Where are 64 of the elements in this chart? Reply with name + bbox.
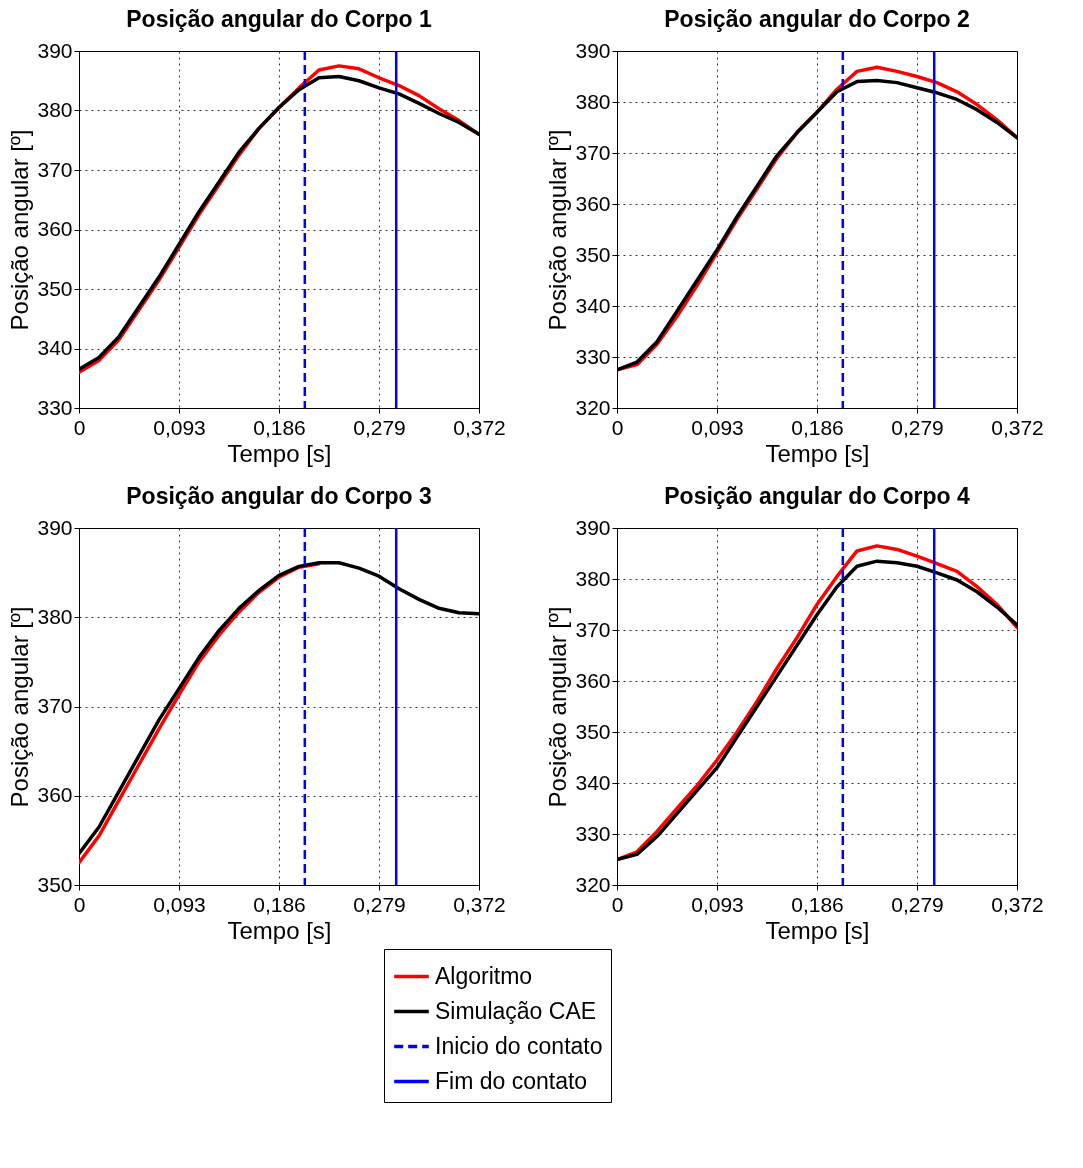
y-tick-label: 340 (575, 293, 611, 317)
y-tick-label: 380 (37, 98, 73, 121)
y-tick-label: 390 (575, 515, 611, 539)
x-tick-label: 0 (73, 415, 86, 439)
y-tick-label: 360 (37, 217, 73, 240)
legend-label: Inicio do contato (435, 1032, 603, 1059)
x-tick-label: 0,186 (253, 415, 306, 439)
y-tick-label: 330 (37, 395, 73, 419)
x-axis-title: Tempo [s] (765, 439, 870, 467)
chart-title: Posição angular do Corpo 3 (126, 483, 432, 509)
y-tick-label: 370 (37, 694, 73, 717)
y-tick-label: 390 (575, 38, 611, 62)
x-axis-title: Tempo [s] (227, 916, 332, 944)
x-tick-label: 0,372 (991, 415, 1044, 439)
y-tick-label: 330 (575, 344, 611, 368)
y-tick-label: 330 (575, 821, 611, 845)
x-tick-label: 0 (611, 415, 624, 439)
x-tick-label: 0 (73, 892, 86, 916)
x-axis-title: Tempo [s] (227, 439, 332, 467)
x-tick-label: 0,093 (153, 892, 206, 916)
y-tick-label: 350 (575, 242, 611, 266)
y-tick-label: 320 (575, 395, 611, 419)
legend-label: Algoritmo (435, 962, 533, 989)
legend-label: Simulação CAE (435, 997, 597, 1024)
x-axis-title: Tempo [s] (765, 916, 870, 944)
y-tick-label: 380 (575, 89, 611, 113)
y-tick-label: 340 (575, 770, 611, 794)
x-tick-label: 0,279 (891, 415, 944, 439)
y-tick-label: 380 (37, 604, 73, 628)
y-tick-label: 350 (575, 719, 611, 743)
x-tick-label: 0 (611, 892, 624, 916)
y-axis-title: Posição angular [º] (544, 606, 572, 808)
chart-title: Posição angular do Corpo 1 (126, 6, 432, 32)
x-tick-label: 0,186 (253, 892, 306, 916)
y-tick-label: 360 (37, 783, 73, 807)
y-tick-label: 360 (575, 191, 611, 215)
y-tick-label: 320 (575, 872, 611, 896)
legend-label: Fim do contato (435, 1067, 588, 1094)
x-tick-label: 0,093 (691, 892, 744, 916)
y-tick-label: 390 (37, 38, 73, 62)
y-tick-label: 350 (37, 276, 73, 300)
x-tick-label: 0,093 (153, 415, 206, 439)
x-tick-label: 0,372 (453, 415, 506, 439)
y-tick-label: 370 (575, 140, 611, 164)
x-tick-label: 0,372 (991, 892, 1044, 916)
chart-title: Posição angular do Corpo 2 (664, 6, 970, 32)
y-tick-label: 340 (37, 336, 73, 359)
x-tick-label: 0,372 (453, 892, 506, 916)
x-tick-label: 0,279 (353, 415, 406, 439)
x-tick-label: 0,279 (891, 892, 944, 916)
y-axis-title: Posição angular [º] (6, 606, 34, 808)
x-tick-label: 0,279 (353, 892, 406, 916)
y-tick-label: 360 (575, 668, 611, 692)
y-tick-label: 370 (37, 157, 73, 181)
y-tick-label: 350 (37, 872, 73, 896)
y-axis-title: Posição angular [º] (6, 129, 34, 331)
chart-title: Posição angular do Corpo 4 (664, 483, 970, 509)
x-tick-label: 0,186 (791, 892, 844, 916)
y-tick-label: 390 (37, 515, 73, 539)
x-tick-label: 0,093 (691, 415, 744, 439)
y-tick-label: 380 (575, 566, 611, 590)
x-tick-label: 0,186 (791, 415, 844, 439)
y-tick-label: 370 (575, 617, 611, 641)
y-axis-title: Posição angular [º] (544, 129, 572, 331)
